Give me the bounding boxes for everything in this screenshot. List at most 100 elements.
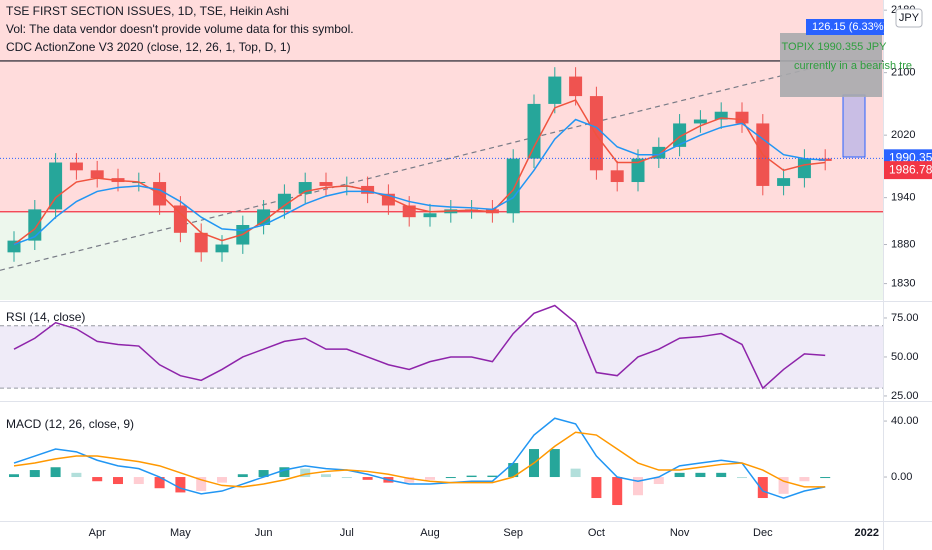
histogram-bar: [487, 475, 498, 478]
candle-body: [506, 158, 520, 214]
histogram-bar: [321, 474, 331, 478]
histogram-bar: [133, 477, 144, 485]
currency[interactable]: JPY: [899, 12, 920, 24]
rsi-title: RSI (14, close): [6, 310, 85, 324]
histogram-bar: [716, 472, 727, 478]
x-tick-label: 2022: [855, 527, 879, 539]
histogram-bar: [466, 475, 477, 478]
histogram-bar: [633, 477, 643, 496]
candle-body: [652, 146, 666, 159]
x-tick-label: Dec: [753, 527, 773, 539]
candle-body: [90, 170, 104, 179]
y-tick-label: 0.00: [891, 471, 912, 483]
candle-body: [69, 162, 83, 171]
indicator-label: CDC ActionZone V3 2020 (close, 12, 26, 1…: [6, 40, 291, 54]
histogram-bar: [778, 477, 789, 494]
y-tick-label: 25.00: [891, 390, 919, 402]
histogram-bar: [258, 470, 269, 478]
candle-body: [610, 170, 624, 183]
candle-body: [548, 76, 562, 104]
histogram-bar: [113, 477, 123, 485]
histogram-bar: [175, 477, 186, 493]
candle-body: [381, 193, 395, 206]
tooltip-box: [780, 33, 882, 97]
histogram-bar: [425, 477, 435, 480]
histogram-bar: [549, 449, 560, 478]
candle-body: [277, 193, 291, 210]
measure-box: [842, 94, 866, 158]
candle-body: [194, 232, 208, 253]
macd-line: [13, 431, 826, 488]
price-label-box: [884, 161, 932, 180]
measure-label-box: [806, 19, 884, 35]
histogram-bar: [820, 477, 831, 479]
tooltip-text: currently in a bearish tre: [794, 60, 912, 72]
histogram-bar: [362, 477, 373, 480]
candle-body: [7, 240, 21, 253]
histogram-bar: [341, 477, 352, 479]
histogram-bar: [570, 468, 581, 478]
histogram-bar: [92, 477, 103, 482]
histogram-bar: [50, 467, 61, 478]
candle-body: [631, 158, 645, 183]
histogram-bar: [404, 477, 415, 483]
rsi-line: [13, 304, 826, 390]
y-tick-label: 1940: [891, 192, 915, 204]
candle-body: [673, 123, 687, 147]
x-tick-label: Oct: [588, 527, 605, 539]
x-tick-label: Jul: [340, 527, 354, 539]
measure-label: 126.15 (6.33%) 12: [812, 21, 903, 33]
candle-body: [257, 209, 271, 225]
macd-line: [13, 417, 826, 499]
candle-body: [402, 205, 416, 218]
x-tick-label: Aug: [420, 527, 440, 539]
trendline: [0, 64, 826, 271]
candle-body: [569, 76, 583, 97]
y-tick-label: 40.00: [891, 415, 919, 427]
bull-zone: [0, 211, 883, 300]
price-label: 1986.78: [889, 162, 932, 176]
rsi-band: [0, 325, 883, 389]
ma-line: [13, 118, 826, 246]
histogram-bar: [508, 463, 519, 478]
histogram-bar: [237, 474, 248, 478]
candle-body: [423, 213, 437, 218]
histogram-bar: [695, 472, 706, 478]
title: TSE FIRST SECTION ISSUES, 1D, TSE, Heiki…: [6, 4, 289, 18]
candle-body: [777, 178, 791, 186]
histogram-bar: [757, 477, 768, 499]
candle-body: [319, 182, 333, 186]
candle-body: [173, 205, 187, 233]
x-tick-label: Apr: [89, 527, 106, 539]
volume-note: Vol: The data vendor doesn't provide vol…: [6, 22, 354, 36]
histogram-bar: [591, 477, 602, 499]
histogram-bar: [737, 477, 747, 479]
histogram-bar: [799, 477, 810, 482]
x-tick-label: Jun: [255, 527, 273, 539]
y-tick-label: 1830: [891, 278, 915, 290]
candle-body: [735, 111, 749, 124]
histogram-bar: [445, 477, 456, 479]
histogram-bar: [9, 474, 19, 478]
y-tick-label: 1880: [891, 238, 915, 250]
y-tick-label: 2020: [891, 129, 915, 141]
histogram-bar: [300, 468, 311, 478]
histogram-bar: [71, 472, 82, 478]
currency-box[interactable]: [895, 8, 923, 28]
price-label: 1990.35: [889, 150, 932, 164]
candle-body: [527, 103, 541, 159]
x-tick-label: May: [170, 527, 191, 539]
candle-body: [693, 119, 707, 124]
y-tick-label: 2100: [891, 67, 915, 79]
candle-body: [589, 96, 603, 171]
bear-zone: [0, 0, 883, 212]
candle-body: [215, 244, 229, 253]
candle-body: [714, 111, 728, 120]
x-tick-label: Nov: [670, 527, 690, 539]
candle-body: [298, 182, 312, 194]
histogram-bar: [653, 477, 664, 485]
histogram-bar: [279, 467, 290, 478]
